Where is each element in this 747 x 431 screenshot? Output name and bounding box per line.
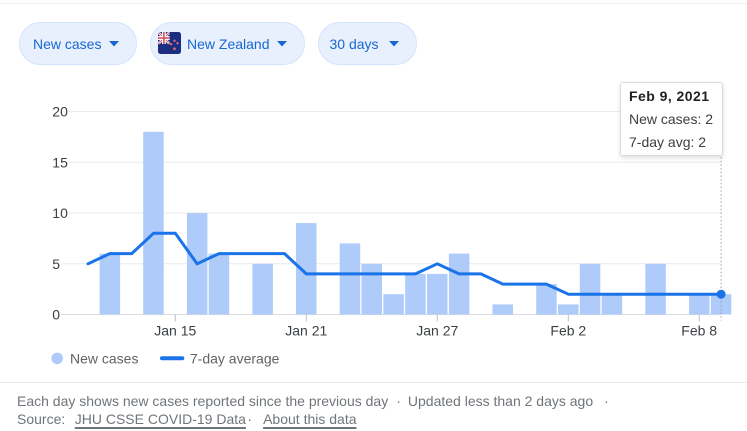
svg-text:20: 20: [52, 104, 68, 120]
svg-text:10: 10: [52, 205, 68, 221]
svg-text:Feb 2: Feb 2: [550, 323, 586, 339]
svg-text:New cases: New cases: [70, 350, 138, 366]
svg-text:Jan 15: Jan 15: [154, 323, 196, 339]
svg-text:Feb 8: Feb 8: [681, 323, 717, 339]
svg-text:7-day average: 7-day average: [190, 350, 280, 366]
svg-text:0: 0: [52, 307, 60, 323]
svg-text:Jan 21: Jan 21: [285, 323, 327, 339]
svg-text:Jan 27: Jan 27: [416, 323, 458, 339]
svg-text:5: 5: [52, 256, 60, 272]
svg-text:15: 15: [52, 154, 68, 170]
